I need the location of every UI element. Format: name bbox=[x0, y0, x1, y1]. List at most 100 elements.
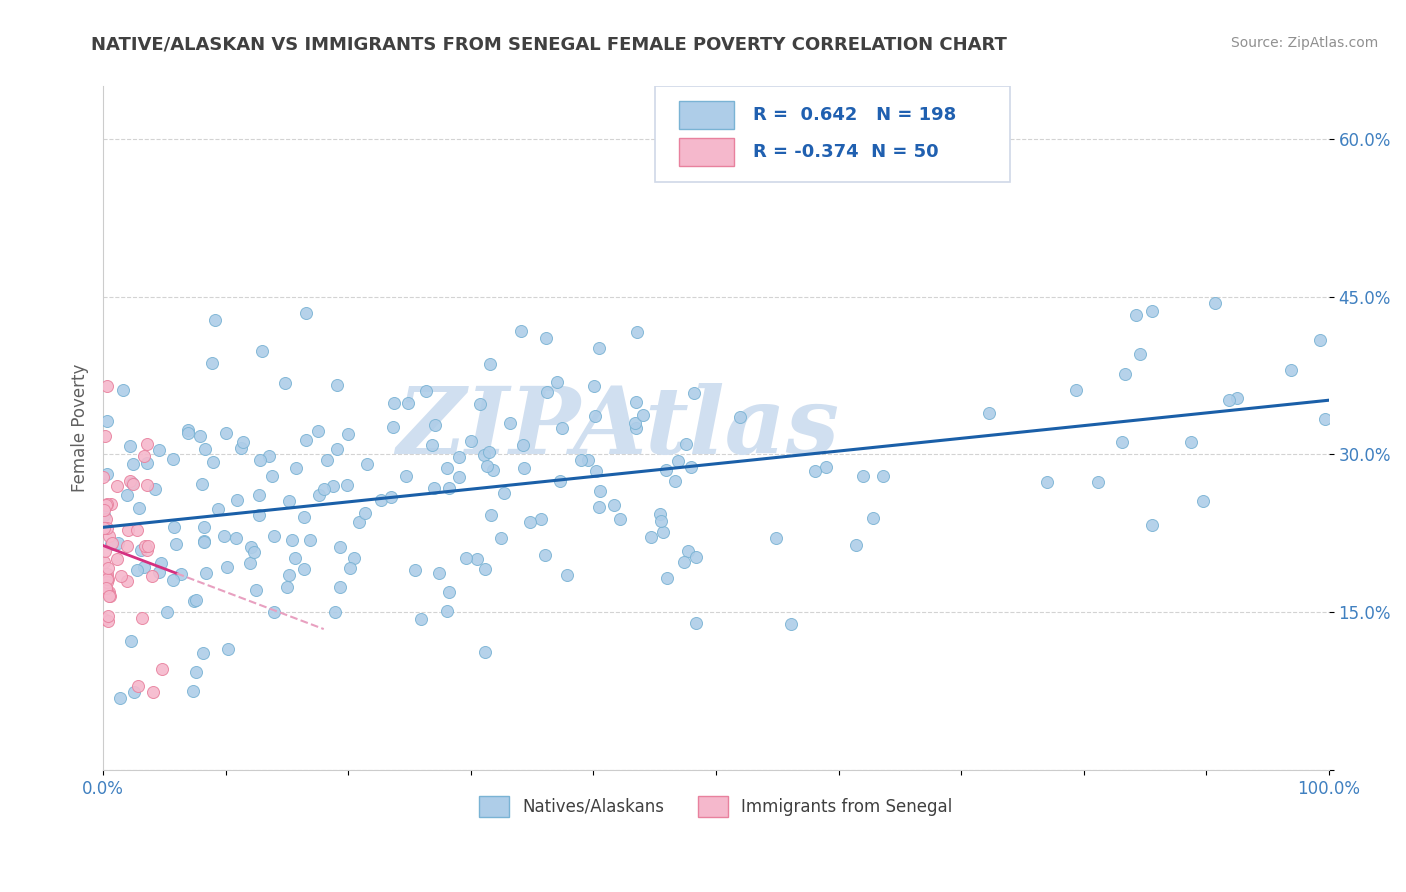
Point bbox=[135, 437, 157, 451]
Point bbox=[482, 463, 505, 477]
Point bbox=[678, 544, 700, 558]
Point bbox=[274, 376, 297, 390]
Point bbox=[292, 510, 315, 524]
Point bbox=[281, 533, 304, 548]
Point bbox=[96, 467, 118, 482]
Point bbox=[512, 438, 534, 452]
Point bbox=[94, 581, 117, 595]
Point bbox=[93, 612, 115, 626]
Point bbox=[548, 474, 571, 488]
Point bbox=[225, 531, 247, 545]
Point bbox=[382, 396, 405, 410]
Point bbox=[240, 541, 263, 555]
Point bbox=[110, 569, 132, 583]
Point bbox=[96, 521, 118, 535]
Point bbox=[184, 592, 207, 607]
FancyBboxPatch shape bbox=[655, 87, 1010, 182]
Point bbox=[536, 384, 558, 399]
Point bbox=[323, 605, 346, 619]
Legend: Natives/Alaskans, Immigrants from Senegal: Natives/Alaskans, Immigrants from Senega… bbox=[472, 789, 959, 823]
Point bbox=[294, 433, 316, 447]
Point bbox=[603, 498, 626, 512]
Point bbox=[395, 469, 418, 483]
Point bbox=[765, 531, 787, 545]
Point bbox=[247, 508, 270, 522]
Point bbox=[232, 434, 254, 449]
Point bbox=[655, 462, 678, 476]
Point bbox=[780, 616, 803, 631]
Point bbox=[491, 531, 513, 545]
Point bbox=[454, 551, 477, 566]
Point bbox=[803, 464, 825, 478]
Point bbox=[162, 574, 184, 588]
Point bbox=[815, 459, 838, 474]
Point bbox=[96, 497, 118, 511]
Point bbox=[530, 512, 553, 526]
Point bbox=[231, 441, 253, 455]
Point bbox=[98, 585, 121, 599]
Point bbox=[349, 515, 371, 529]
Point bbox=[212, 529, 235, 543]
Bar bbox=[679, 101, 734, 129]
Point bbox=[315, 453, 337, 467]
Point bbox=[142, 685, 165, 699]
Point bbox=[217, 642, 239, 657]
Point bbox=[370, 492, 392, 507]
Point bbox=[165, 537, 187, 551]
Point bbox=[136, 478, 159, 492]
Point bbox=[1308, 333, 1330, 347]
Point bbox=[148, 443, 170, 458]
Point bbox=[1180, 435, 1202, 450]
Point bbox=[243, 545, 266, 559]
Point bbox=[862, 511, 884, 525]
Point bbox=[329, 540, 352, 554]
Point bbox=[97, 615, 120, 629]
Point bbox=[467, 552, 489, 566]
Point bbox=[201, 455, 224, 469]
Point bbox=[150, 556, 173, 570]
Point bbox=[576, 453, 599, 467]
Point bbox=[250, 343, 273, 358]
Point bbox=[307, 425, 329, 439]
Point bbox=[845, 538, 868, 552]
Point bbox=[404, 563, 426, 577]
Point bbox=[284, 551, 307, 566]
Point bbox=[148, 566, 170, 580]
Point bbox=[100, 536, 122, 550]
Text: ZIPAtlas: ZIPAtlas bbox=[396, 384, 839, 473]
Point bbox=[150, 662, 173, 676]
Point bbox=[94, 512, 117, 526]
Point bbox=[94, 499, 117, 513]
Point bbox=[1111, 434, 1133, 449]
Point bbox=[193, 533, 215, 548]
Point bbox=[423, 417, 446, 432]
Point bbox=[215, 560, 238, 574]
Point bbox=[423, 481, 446, 495]
Point bbox=[977, 406, 1000, 420]
Point bbox=[193, 535, 215, 549]
Point bbox=[93, 428, 115, 442]
Point bbox=[184, 665, 207, 679]
Text: R = -0.374  N = 50: R = -0.374 N = 50 bbox=[752, 143, 938, 161]
Point bbox=[513, 461, 536, 475]
Point bbox=[120, 475, 142, 489]
Point bbox=[292, 562, 315, 576]
Text: R =  0.642   N = 198: R = 0.642 N = 198 bbox=[752, 106, 956, 124]
Point bbox=[262, 468, 284, 483]
Point bbox=[105, 479, 128, 493]
Point bbox=[162, 452, 184, 467]
Point bbox=[1129, 347, 1152, 361]
Point bbox=[437, 482, 460, 496]
Point bbox=[555, 567, 578, 582]
Point bbox=[336, 478, 359, 492]
Point bbox=[381, 420, 404, 434]
Point bbox=[245, 583, 267, 598]
Point bbox=[589, 483, 612, 498]
Point bbox=[128, 501, 150, 516]
Point bbox=[115, 574, 138, 588]
Point bbox=[225, 492, 247, 507]
Point bbox=[308, 488, 330, 502]
Point bbox=[650, 515, 672, 529]
Point bbox=[278, 568, 301, 582]
Point bbox=[422, 438, 444, 452]
